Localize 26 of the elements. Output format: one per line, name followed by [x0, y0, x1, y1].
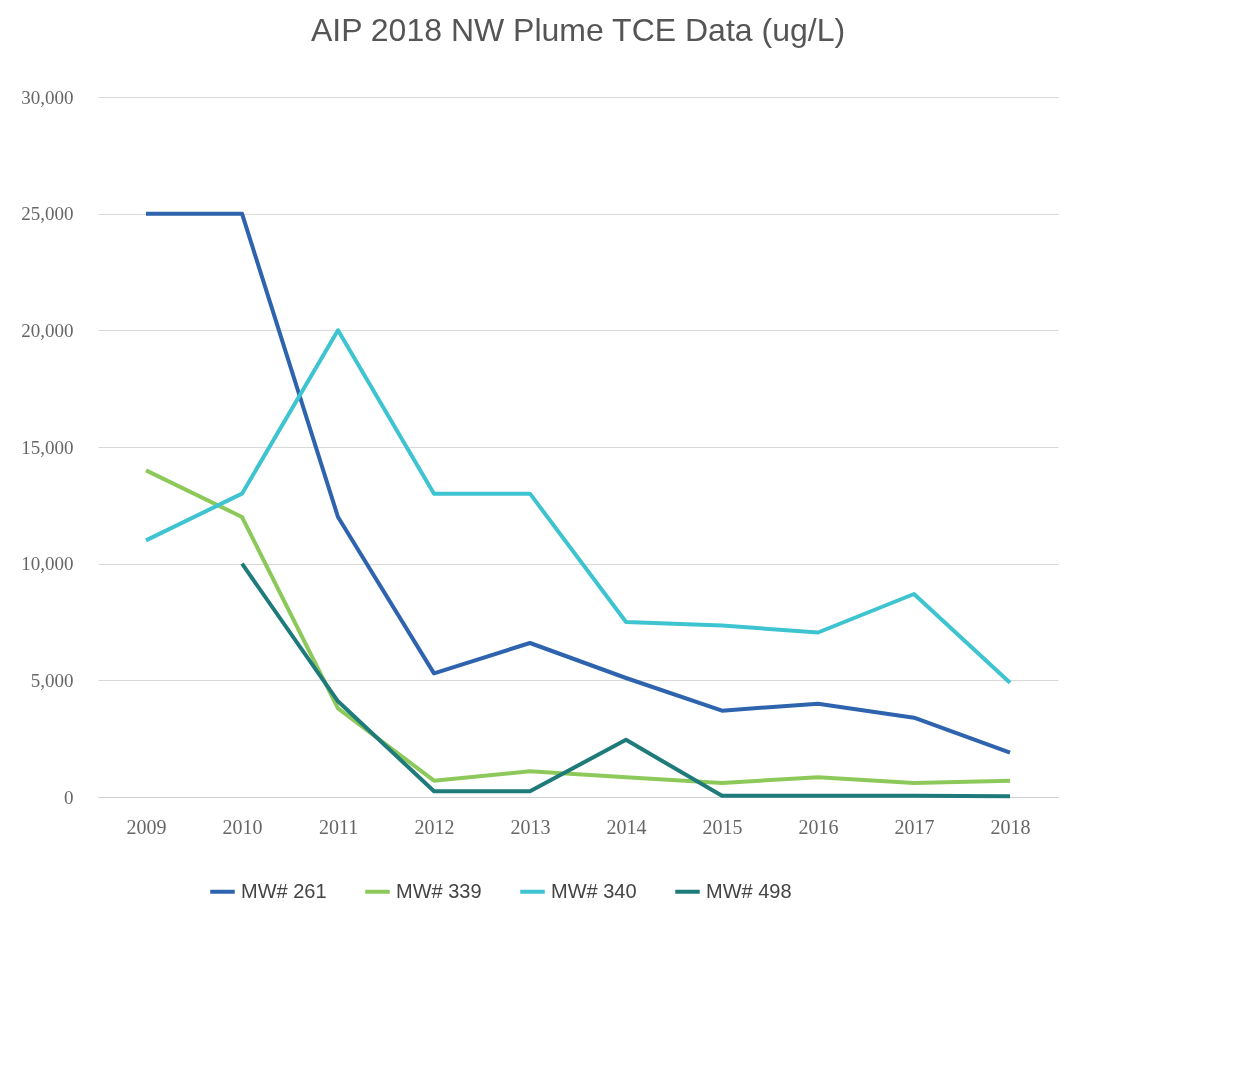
legend-label: MW# 261 — [241, 879, 327, 902]
x-tick-label: 2010 — [222, 815, 263, 838]
x-tick-label: 2013 — [510, 815, 551, 838]
x-tick-label: 2015 — [702, 815, 743, 838]
y-tick-label: 25,000 — [21, 203, 74, 225]
y-tick-label: 20,000 — [21, 319, 74, 341]
x-tick-label: 2009 — [126, 815, 167, 838]
y-tick-label: 30,000 — [21, 86, 74, 108]
x-tick-label: 2012 — [414, 815, 455, 838]
x-tick-label: 2011 — [318, 815, 359, 838]
y-tick-label: 15,000 — [21, 436, 74, 458]
legend-label: MW# 498 — [706, 879, 792, 902]
y-tick-label: 10,000 — [21, 553, 74, 575]
x-tick-label: 2018 — [990, 815, 1031, 838]
y-tick-label: 5,000 — [30, 669, 74, 691]
chart-title: AIP 2018 NW Plume TCE Data (ug/L) — [310, 12, 846, 48]
legend-label: MW# 340 — [551, 879, 637, 902]
line-series — [144, 328, 1012, 685]
line-series — [240, 561, 1012, 799]
y-tick-label: 0 — [64, 786, 74, 808]
line-series — [144, 468, 1012, 785]
x-tick-label: 2016 — [798, 815, 839, 838]
x-tick-label: 2017 — [894, 815, 935, 838]
legend-label: MW# 339 — [396, 879, 482, 902]
x-tick-label: 2014 — [606, 815, 647, 838]
line-series — [144, 211, 1012, 755]
